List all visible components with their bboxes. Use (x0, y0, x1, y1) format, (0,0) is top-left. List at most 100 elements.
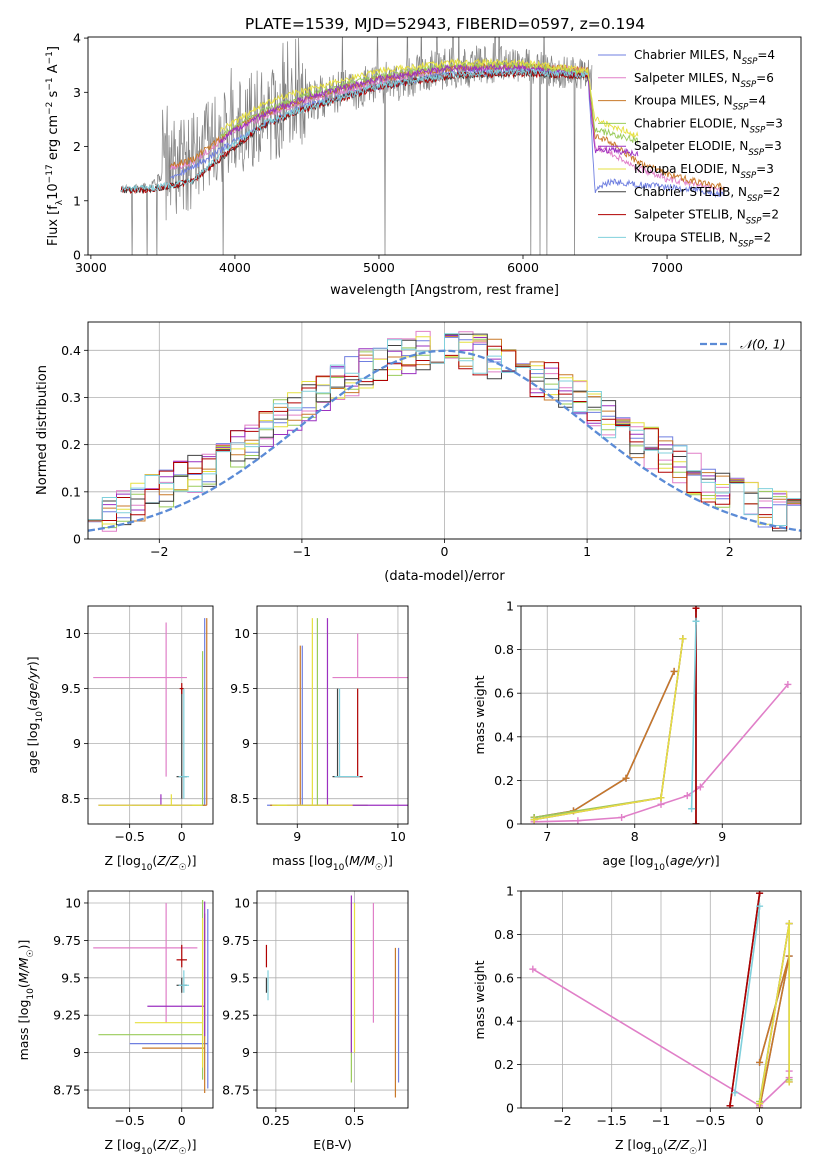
y-tick-label: 10 (234, 895, 250, 910)
legend-label: Kroupa MILES, NSSP=4 (634, 94, 766, 113)
x-tick-label: −0.5 (695, 1113, 725, 1128)
x-tick-label: −0.5 (114, 829, 144, 844)
series-line (690, 621, 697, 809)
point-marker (784, 680, 792, 688)
point-marker (692, 617, 700, 625)
y-tick-label: 0.3 (61, 390, 81, 405)
y-tick-label: 9 (242, 1045, 250, 1060)
x-tick-label: 0 (756, 1113, 764, 1128)
x-tick-label: 0 (178, 1113, 186, 1128)
mass-weight-vs-z-plot-area (529, 891, 793, 1108)
y-axis-label: Normed distribution (35, 365, 50, 495)
age-vs-mass-panel: 9 10 8.5 9 9.5 10 mass [log10(M/M☉)] (230, 605, 409, 873)
mass-weight-vs-z-panel: −2 −1.5 −1 −0.5 0 0 0.2 0.4 0.6 0.8 1 Z [log10(Z/Z☉… (472, 884, 802, 1157)
axes-frame (87, 36, 802, 256)
y-tick-label: 8.5 (230, 791, 250, 806)
legend-label: Salpeter STELIB, NSSP=2 (634, 208, 779, 227)
y-tick-label: 2 (73, 139, 81, 154)
y-tick-label: 0.2 (494, 1057, 514, 1072)
y-tick-label: 0.8 (494, 927, 514, 942)
x-tick-label: 10 (390, 829, 406, 844)
point-marker (785, 1078, 793, 1086)
series-line (533, 638, 684, 821)
y-tick-label: 0 (506, 1101, 514, 1116)
y-tick-label: 1 (506, 599, 514, 614)
axes-frame (87, 890, 214, 1109)
point-marker (670, 667, 678, 675)
x-axis-label: Z [log10(Z/Z☉)] (105, 853, 197, 873)
mass-vs-z-plot-area (93, 899, 209, 1094)
y-tick-label: 9.25 (53, 1008, 81, 1023)
mass-weight-vs-age-panel: 7 8 9 0 0.2 0.4 0.6 0.8 1 age [log10(age/yr)] mass… (472, 599, 802, 873)
series-line (220, 61, 639, 144)
y-tick-label: 0.8 (494, 642, 514, 657)
y-axis-label: mass weight (472, 675, 487, 754)
legend-label: Chabrier MILES, NSSP=4 (634, 48, 775, 67)
mass-vs-z-panel: −0.5 0 8.75 9 9.25 9.5 9.75 10 Z [log10(Z/Z☉)] ma… (16, 890, 214, 1157)
point-marker (657, 794, 665, 802)
residuals-plot-area (88, 330, 801, 532)
y-tick-label: 9 (73, 1045, 81, 1060)
legend-label: Kroupa ELODIE, NSSP=3 (634, 162, 774, 181)
y-tick-label: 0.6 (494, 970, 514, 985)
point-marker (756, 1058, 764, 1066)
x-tick-label: 0 (441, 544, 449, 559)
y-tick-label: 9.5 (230, 970, 250, 985)
y-tick-label: 0 (73, 532, 81, 547)
x-tick-label: −0.5 (114, 1113, 144, 1128)
y-tick-label: 0.4 (61, 343, 81, 358)
age-vs-z-plot-area (93, 618, 208, 806)
age-vs-mass-plot-area (267, 618, 408, 806)
y-axis-label: mass weight (472, 960, 487, 1039)
y-tick-label: 0 (506, 817, 514, 832)
x-axis-label: Z [log10(Z/Z☉)] (615, 1137, 707, 1157)
y-tick-label: 8.5 (61, 791, 81, 806)
axes-frame (520, 890, 802, 1109)
y-tick-label: 0.4 (494, 729, 514, 744)
axes-frame (87, 321, 802, 540)
point-marker (785, 920, 793, 928)
point-marker (618, 813, 626, 821)
normal-curve (88, 349, 801, 532)
series-line (729, 893, 761, 1106)
y-tick-label: 8.75 (222, 1083, 250, 1098)
legend-label: Chabrier ELODIE, NSSP=3 (634, 116, 783, 135)
axes-frame (256, 890, 409, 1109)
y-tick-label: 9 (73, 736, 81, 751)
x-tick-label: −1 (652, 1113, 670, 1128)
series-line (169, 61, 725, 191)
y-tick-label: 4 (73, 31, 81, 46)
x-axis-label: E(B-V) (313, 1137, 352, 1152)
series-line-data (120, 37, 593, 255)
y-axis-label: Flux [fλ10−17 erg cm−2 s−1 A−1] (45, 46, 65, 246)
x-tick-label: 6000 (507, 260, 539, 275)
axes-frame (520, 605, 802, 825)
axes-frame (256, 605, 409, 825)
y-tick-label: 9.5 (61, 970, 81, 985)
y-tick-label: 0.6 (494, 686, 514, 701)
y-tick-label: 0 (73, 248, 81, 263)
y-tick-label: 1 (506, 884, 514, 899)
y-tick-label: 1 (73, 193, 81, 208)
series-line (533, 638, 684, 821)
y-tick-label: 9.5 (61, 681, 81, 696)
legend-label: Salpeter MILES, NSSP=6 (634, 71, 774, 90)
point-marker (622, 774, 630, 782)
legend-label: Chabrier STELIB, NSSP=2 (634, 185, 780, 204)
series-line (758, 923, 791, 1104)
x-axis-label: age [log10(age/yr)] (602, 853, 719, 873)
x-axis-label: Z [log10(Z/Z☉)] (105, 1137, 197, 1157)
mass-vs-ebv-plot-area (265, 895, 400, 1098)
x-tick-label: 4000 (219, 260, 251, 275)
series-line (120, 67, 588, 193)
point-marker (657, 800, 665, 808)
x-axis-label: mass [log10(M/M☉)] (272, 853, 393, 873)
y-tick-label: 9.5 (230, 681, 250, 696)
x-tick-label: −1 (293, 544, 311, 559)
point-marker (731, 1089, 739, 1097)
y-tick-label: 0.4 (494, 1014, 514, 1029)
y-tick-label: 9.75 (222, 933, 250, 948)
point-marker (726, 1102, 734, 1108)
y-axis-label: mass [log10(M/M☉)] (16, 940, 36, 1061)
